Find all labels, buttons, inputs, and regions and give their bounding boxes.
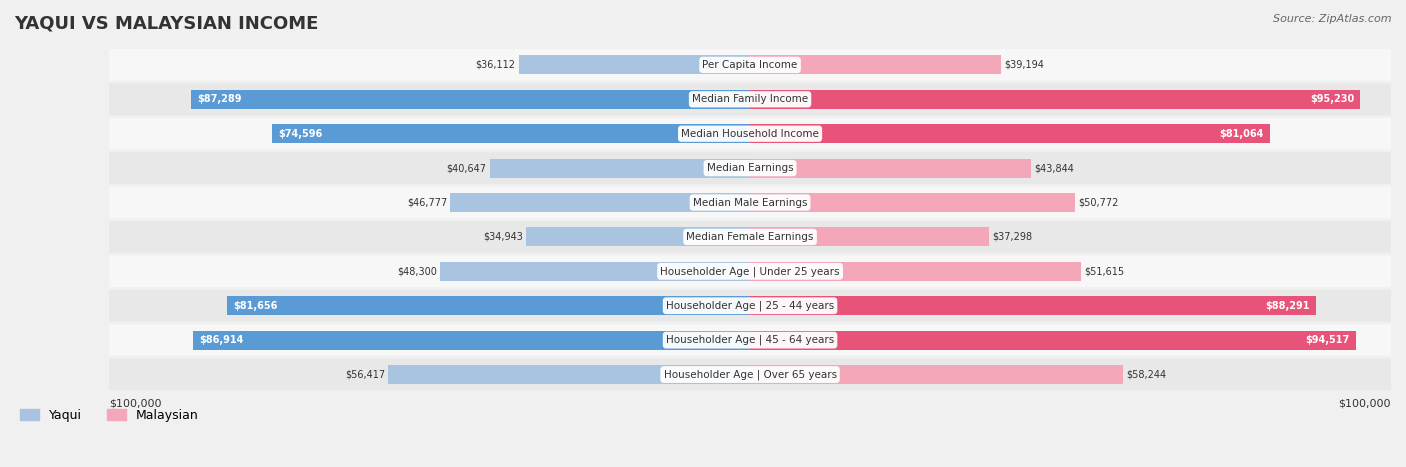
Text: $94,517: $94,517 xyxy=(1305,335,1350,345)
Text: $88,291: $88,291 xyxy=(1265,301,1309,311)
Bar xyxy=(388,365,749,384)
Text: $39,194: $39,194 xyxy=(1004,60,1045,70)
Text: Median Female Earnings: Median Female Earnings xyxy=(686,232,814,242)
Text: Source: ZipAtlas.com: Source: ZipAtlas.com xyxy=(1274,14,1392,24)
Text: $34,943: $34,943 xyxy=(484,232,523,242)
Bar xyxy=(271,124,749,143)
Text: $46,777: $46,777 xyxy=(406,198,447,207)
Text: $87,289: $87,289 xyxy=(197,94,242,104)
Text: $36,112: $36,112 xyxy=(475,60,516,70)
Bar xyxy=(526,227,749,247)
Text: $58,244: $58,244 xyxy=(1126,369,1167,380)
FancyBboxPatch shape xyxy=(110,187,1391,219)
Bar xyxy=(749,365,1123,384)
Text: $81,064: $81,064 xyxy=(1219,129,1263,139)
Text: $100,000: $100,000 xyxy=(110,399,162,409)
Text: Median Household Income: Median Household Income xyxy=(681,129,820,139)
Bar xyxy=(749,193,1076,212)
Bar xyxy=(191,90,749,109)
Text: $50,772: $50,772 xyxy=(1078,198,1119,207)
FancyBboxPatch shape xyxy=(110,49,1391,81)
Text: $95,230: $95,230 xyxy=(1310,94,1354,104)
Bar xyxy=(749,159,1031,177)
Text: $56,417: $56,417 xyxy=(344,369,385,380)
Bar xyxy=(226,296,749,315)
FancyBboxPatch shape xyxy=(110,255,1391,287)
FancyBboxPatch shape xyxy=(110,324,1391,356)
Text: $86,914: $86,914 xyxy=(200,335,243,345)
Text: Householder Age | 45 - 64 years: Householder Age | 45 - 64 years xyxy=(666,335,834,346)
Text: Median Male Earnings: Median Male Earnings xyxy=(693,198,807,207)
FancyBboxPatch shape xyxy=(110,152,1391,184)
Text: $37,298: $37,298 xyxy=(993,232,1032,242)
Text: Median Family Income: Median Family Income xyxy=(692,94,808,104)
Bar xyxy=(749,56,1001,74)
Text: $100,000: $100,000 xyxy=(1339,399,1391,409)
Bar xyxy=(749,262,1081,281)
FancyBboxPatch shape xyxy=(110,221,1391,253)
Text: YAQUI VS MALAYSIAN INCOME: YAQUI VS MALAYSIAN INCOME xyxy=(14,14,318,32)
Text: $48,300: $48,300 xyxy=(398,266,437,276)
Bar xyxy=(749,331,1355,350)
Bar xyxy=(749,124,1270,143)
Text: $74,596: $74,596 xyxy=(278,129,322,139)
FancyBboxPatch shape xyxy=(110,290,1391,322)
Legend: Yaqui, Malaysian: Yaqui, Malaysian xyxy=(15,404,204,427)
Bar xyxy=(489,159,749,177)
Bar xyxy=(440,262,749,281)
Bar xyxy=(519,56,749,74)
Bar xyxy=(749,227,988,247)
Text: Householder Age | 25 - 44 years: Householder Age | 25 - 44 years xyxy=(666,300,834,311)
Text: Median Earnings: Median Earnings xyxy=(707,163,793,173)
Bar xyxy=(193,331,749,350)
Bar xyxy=(749,90,1361,109)
FancyBboxPatch shape xyxy=(110,118,1391,149)
Bar xyxy=(450,193,749,212)
FancyBboxPatch shape xyxy=(110,359,1391,390)
Text: Per Capita Income: Per Capita Income xyxy=(703,60,797,70)
Text: Householder Age | Under 25 years: Householder Age | Under 25 years xyxy=(661,266,839,276)
Text: $81,656: $81,656 xyxy=(233,301,277,311)
Text: $40,647: $40,647 xyxy=(446,163,486,173)
Bar xyxy=(749,296,1316,315)
Text: Householder Age | Over 65 years: Householder Age | Over 65 years xyxy=(664,369,837,380)
Text: $51,615: $51,615 xyxy=(1084,266,1125,276)
Text: $43,844: $43,844 xyxy=(1035,163,1074,173)
FancyBboxPatch shape xyxy=(110,84,1391,115)
